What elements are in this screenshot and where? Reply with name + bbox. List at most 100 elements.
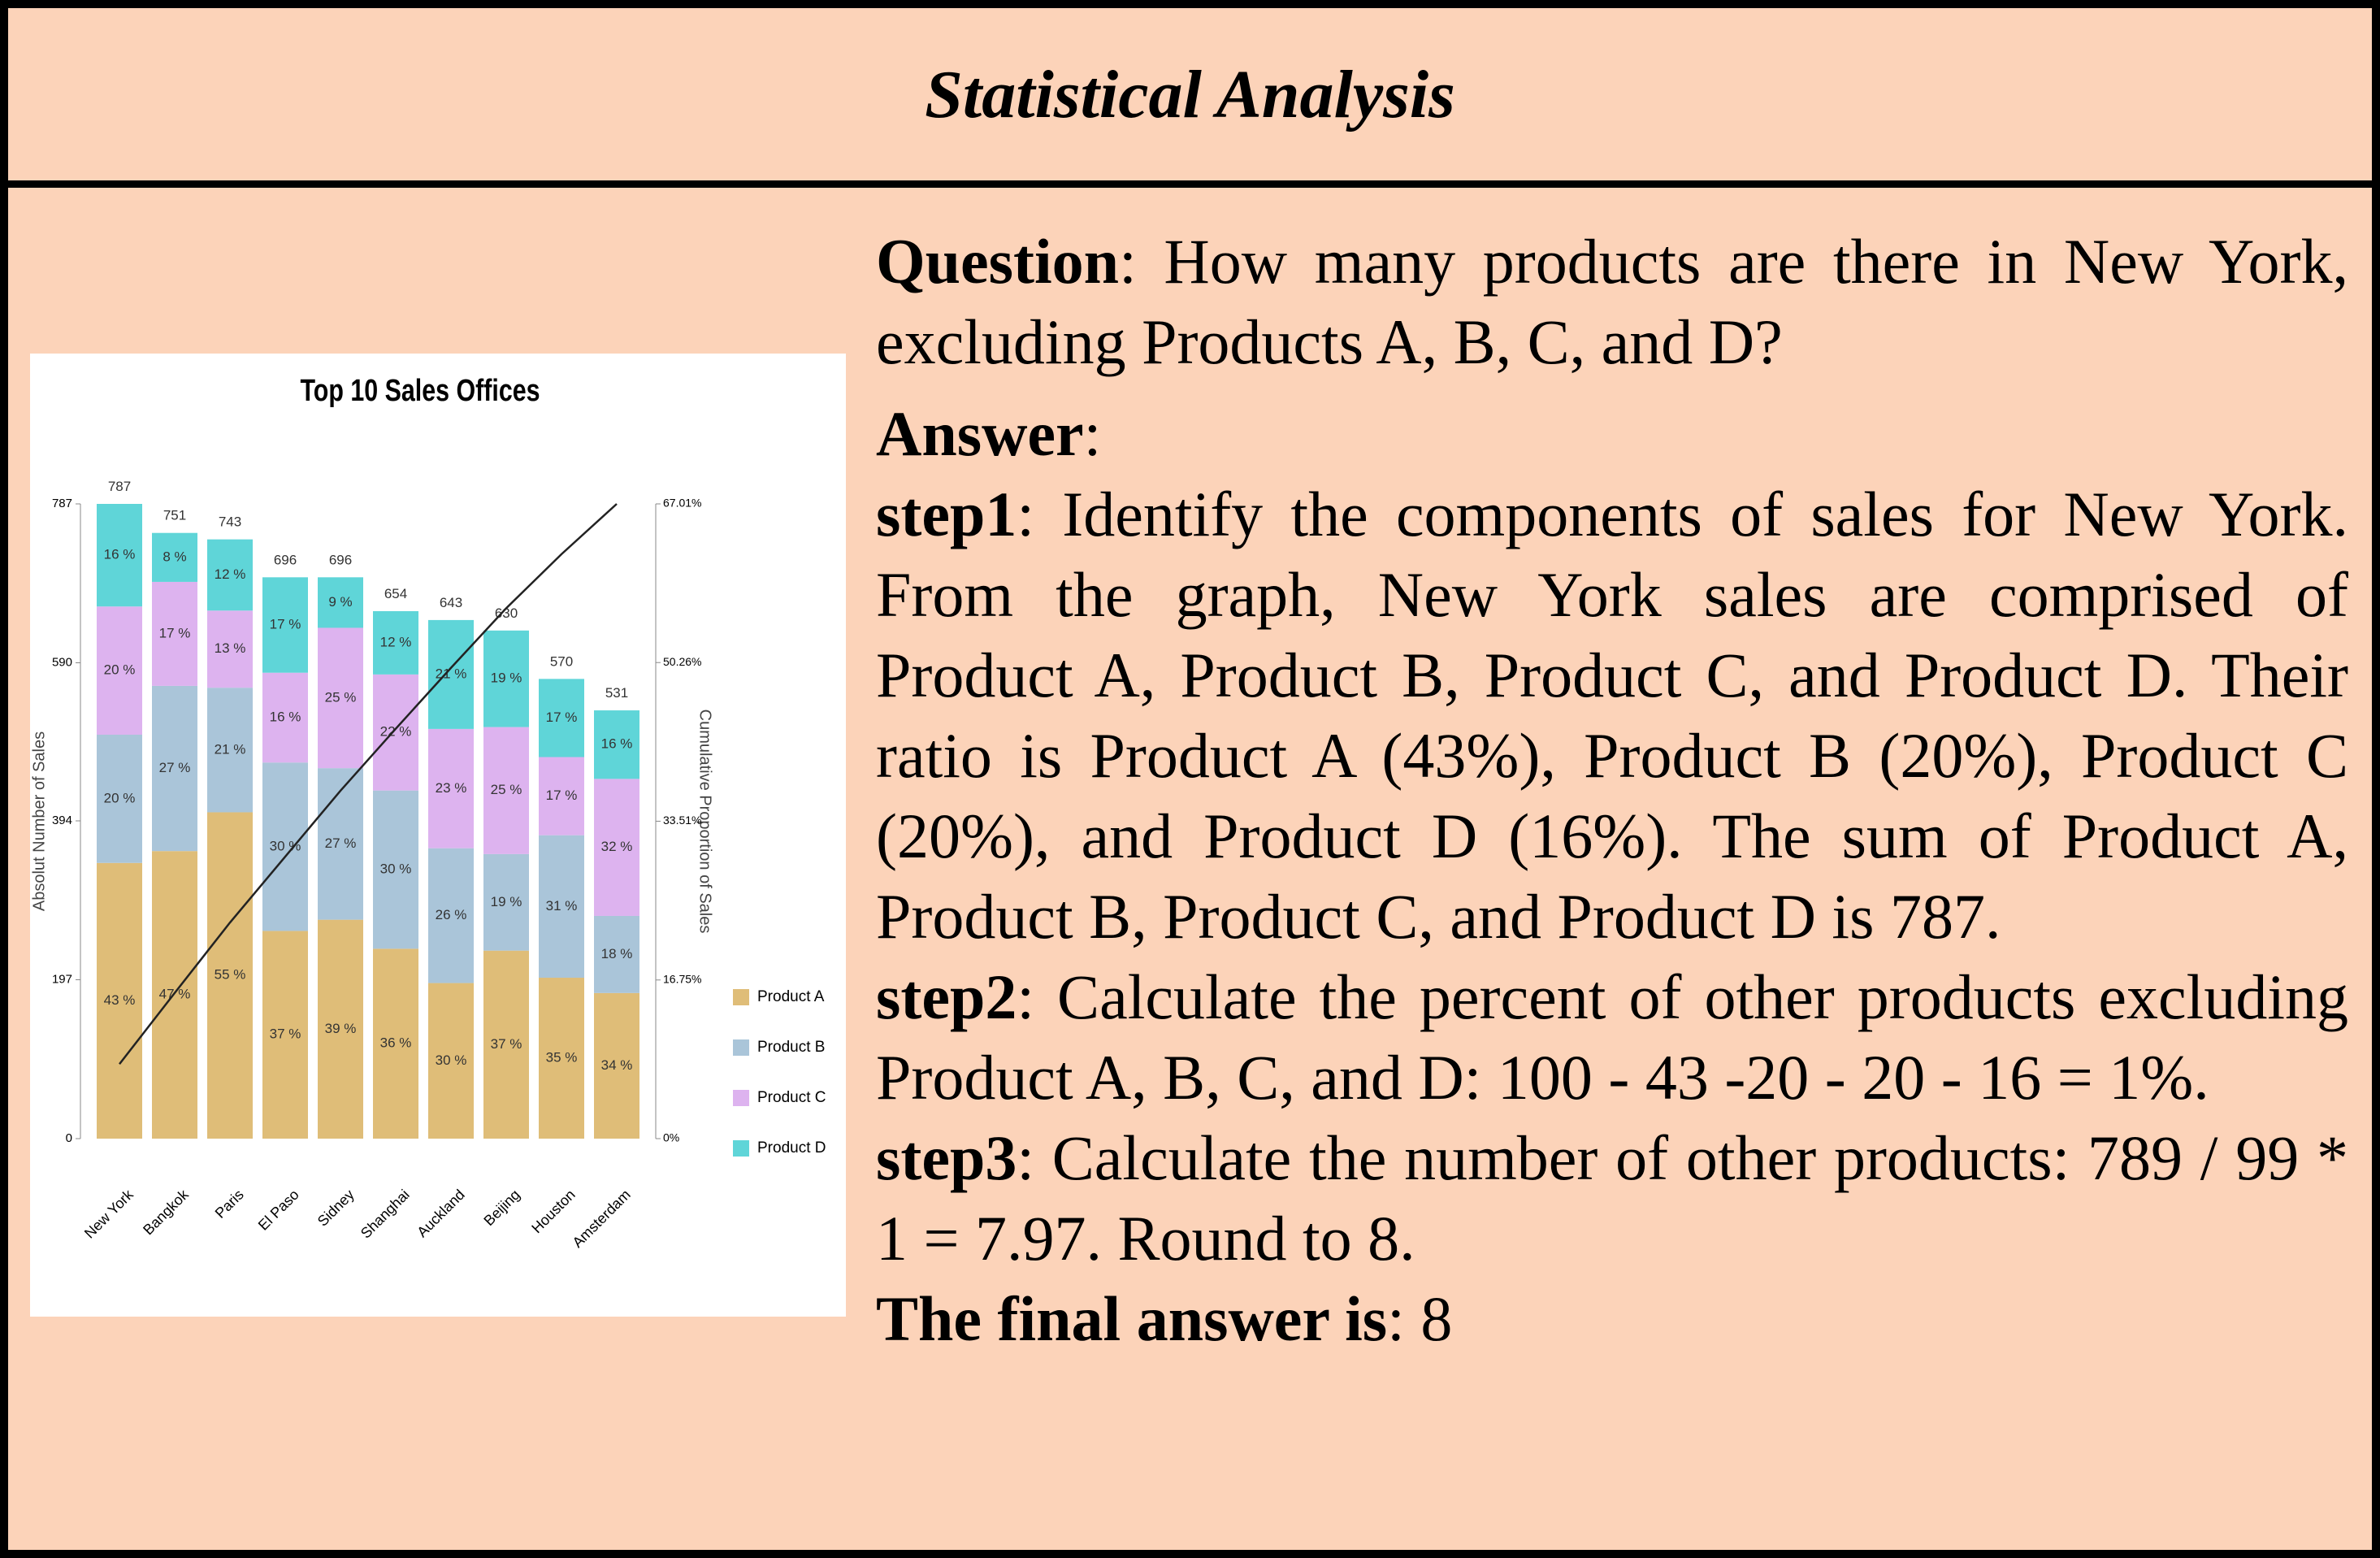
x-tick-label: Shanghai: [358, 1187, 413, 1242]
bar-segment: [483, 853, 529, 951]
bar-segment: [152, 685, 197, 852]
bar-segment: [318, 768, 363, 920]
segment-label: 25 %: [325, 689, 357, 705]
segment-label: 25 %: [491, 782, 522, 797]
x-tick-label: Auckland: [414, 1187, 468, 1241]
bar-segment: [483, 727, 529, 854]
cumulative-line: [119, 503, 618, 1065]
legend-label: Product A: [757, 988, 825, 1005]
bar-segment: [539, 835, 584, 979]
y2-tick-label: 16.75%: [663, 972, 701, 985]
segment-label: 27 %: [325, 835, 357, 851]
bar-segment: [97, 504, 142, 607]
bar-segment: [373, 790, 418, 949]
bar-segment: [483, 630, 529, 727]
bar-segment: [262, 931, 308, 1139]
segment-label: 26 %: [436, 907, 467, 922]
x-tick-label: Beijing: [480, 1187, 522, 1229]
bar-segment: [373, 674, 418, 791]
bar-segment: [207, 610, 253, 688]
qa-text: Question: How many products are there in…: [876, 221, 2348, 1359]
segment-label: 36 %: [380, 1035, 412, 1051]
final-label: The final answer is: [876, 1283, 1388, 1354]
bar-segment: [428, 848, 474, 983]
bar-total-label: 751: [163, 508, 186, 523]
step-text: : Calculate the percent of other product…: [876, 961, 2348, 1113]
bar-segment: [594, 992, 639, 1139]
answer-label: Answer: [876, 398, 1084, 469]
segment-label: 22 %: [380, 724, 412, 740]
bar-segment: [318, 919, 363, 1139]
segment-label: 30 %: [380, 861, 412, 876]
bar-segment: [428, 983, 474, 1139]
legend-label: Product B: [757, 1039, 825, 1056]
y-tick-label: 590: [52, 655, 72, 669]
bar-segment: [262, 762, 308, 931]
segment-label: 17 %: [159, 625, 191, 640]
segment-label: 37 %: [491, 1036, 522, 1052]
step-text: : Identify the components of sales for N…: [876, 479, 2348, 952]
y-tick-label: 787: [52, 497, 72, 510]
segment-label: 9 %: [328, 594, 352, 610]
segment-label: 17 %: [270, 616, 301, 631]
y-tick-label: 394: [52, 814, 72, 827]
bar-segment: [318, 627, 363, 769]
bar-segment: [262, 577, 308, 673]
x-tick-label: Amsterdam: [570, 1187, 634, 1251]
question-label: Question: [876, 226, 1120, 297]
y2-tick-label: 50.26%: [663, 655, 701, 668]
bar-segment: [428, 619, 474, 729]
x-tick-label: Bangkok: [140, 1186, 192, 1238]
segment-label: 16 %: [104, 547, 136, 562]
segment-label: 13 %: [215, 640, 246, 656]
segment-label: 23 %: [436, 780, 467, 796]
segment-label: 32 %: [601, 839, 633, 854]
answer-text: :: [1083, 398, 1102, 469]
bar-segment: [539, 757, 584, 835]
bar-total-label: 696: [274, 552, 297, 567]
segment-label: 19 %: [491, 894, 522, 909]
bar-segment: [539, 978, 584, 1139]
segment-label: 19 %: [491, 671, 522, 686]
segment-label: 21 %: [215, 741, 246, 757]
y2-axis-label: Cumulative Proportion of Sales: [696, 710, 714, 934]
bar-segment: [97, 606, 142, 735]
question: Question: How many products are there in…: [876, 221, 2348, 382]
segment-label: 39 %: [325, 1021, 357, 1036]
x-tick-label: Sidney: [314, 1187, 358, 1230]
bar-total-label: 743: [219, 514, 241, 530]
bar-segment: [207, 539, 253, 611]
step-label: step2: [876, 961, 1017, 1032]
legend-label: Product D: [757, 1139, 826, 1157]
segment-label: 8 %: [163, 549, 186, 564]
bar-total-label: 696: [329, 552, 352, 567]
step: step3: Calculate the number of other pro…: [876, 1118, 2348, 1278]
segment-label: 16 %: [270, 709, 301, 724]
header: Statistical Analysis: [8, 8, 2372, 188]
step-text: : Calculate the number of other products…: [876, 1122, 2348, 1274]
segment-label: 20 %: [104, 662, 136, 678]
legend-label: Product C: [757, 1089, 826, 1106]
legend-swatch: [733, 989, 749, 1005]
bar-segment: [152, 532, 197, 582]
y2-tick-label: 67.01%: [663, 497, 701, 510]
segment-label: 35 %: [546, 1049, 578, 1065]
step-label: step3: [876, 1122, 1017, 1193]
header-title: Statistical Analysis: [925, 56, 1455, 132]
bar-segment: [262, 672, 308, 763]
bar-total-label: 787: [108, 479, 131, 494]
segment-label: 43 %: [104, 992, 136, 1008]
bar-segment: [207, 812, 253, 1139]
x-tick-label: Paris: [212, 1187, 247, 1222]
x-tick-label: New York: [81, 1186, 137, 1242]
y-tick-label: 0: [66, 1131, 72, 1145]
bar-segment: [594, 710, 639, 779]
bar-segment: [152, 581, 197, 686]
segment-label: 12 %: [215, 566, 246, 582]
bar-segment: [539, 679, 584, 757]
bar-segment: [373, 948, 418, 1139]
segment-label: 18 %: [601, 946, 633, 961]
y2-tick-label: 0%: [663, 1131, 679, 1144]
segment-label: 17 %: [546, 710, 578, 725]
